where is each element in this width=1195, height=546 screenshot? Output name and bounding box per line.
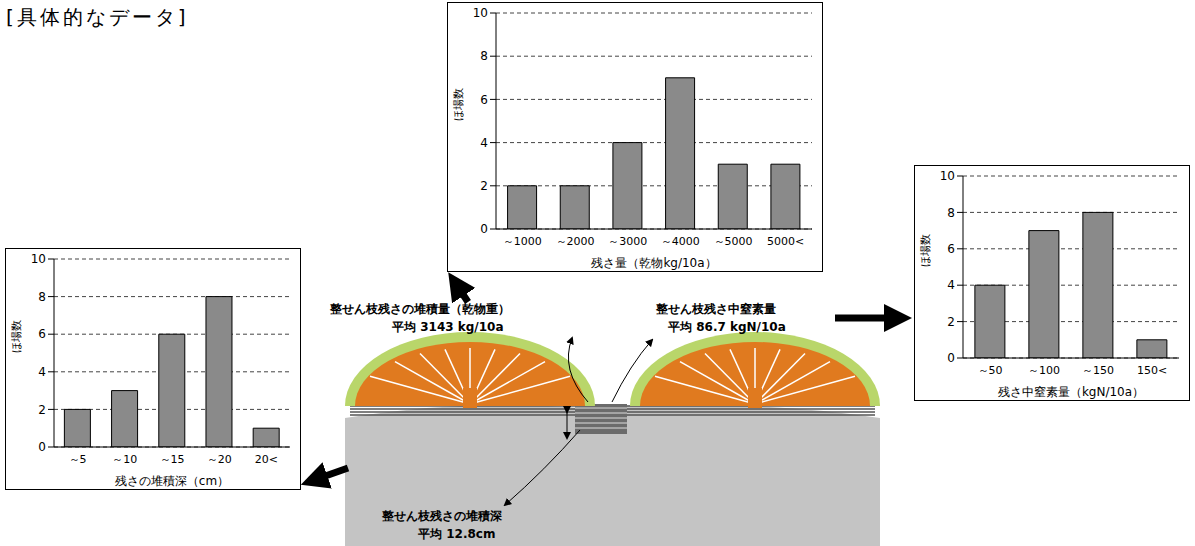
- svg-text:2: 2: [480, 179, 488, 193]
- svg-text:～2000: ～2000: [556, 235, 595, 248]
- svg-text:10: 10: [940, 169, 955, 183]
- svg-text:～4000: ～4000: [661, 235, 700, 248]
- svg-text:ほ場数: ほ場数: [452, 88, 465, 121]
- svg-text:残さの堆積深（cm）: 残さの堆積深（cm）: [115, 474, 229, 488]
- svg-text:～10: ～10: [112, 453, 137, 466]
- svg-text:2: 2: [947, 315, 955, 329]
- svg-text:整せん枝残さの堆積深: 整せん枝残さの堆積深: [381, 509, 503, 523]
- svg-text:整せん枝残さの堆積量（乾物重）: 整せん枝残さの堆積量（乾物重）: [329, 302, 510, 316]
- svg-text:4: 4: [38, 365, 46, 379]
- svg-text:4: 4: [480, 136, 488, 150]
- svg-text:8: 8: [38, 290, 46, 304]
- svg-text:6: 6: [947, 242, 955, 256]
- svg-text:～20: ～20: [207, 453, 232, 466]
- svg-text:～150: ～150: [1082, 364, 1114, 377]
- svg-text:～3000: ～3000: [608, 235, 647, 248]
- svg-text:10: 10: [473, 6, 488, 20]
- svg-text:残さ量（乾物kg/10a）: 残さ量（乾物kg/10a）: [591, 256, 716, 270]
- svg-text:～15: ～15: [160, 453, 185, 466]
- svg-text:～100: ～100: [1028, 364, 1060, 377]
- svg-text:～5000: ～5000: [714, 235, 753, 248]
- svg-text:～50: ～50: [978, 364, 1003, 377]
- svg-text:10: 10: [31, 252, 46, 266]
- svg-text:4: 4: [947, 278, 955, 292]
- svg-text:0: 0: [947, 351, 955, 365]
- svg-text:6: 6: [38, 327, 46, 341]
- svg-text:0: 0: [480, 222, 488, 236]
- svg-text:0: 0: [38, 440, 46, 454]
- svg-text:2: 2: [38, 403, 46, 417]
- svg-text:8: 8: [947, 206, 955, 220]
- svg-text:平均 12.8cm: 平均 12.8cm: [417, 527, 495, 541]
- svg-text:残さ中窒素量（kgN/10a）: 残さ中窒素量（kgN/10a）: [998, 385, 1144, 399]
- svg-text:20<: 20<: [255, 453, 278, 466]
- svg-text:5000<: 5000<: [767, 235, 804, 248]
- svg-text:ほ場数: ほ場数: [10, 320, 23, 353]
- html-text:[具体的なデータ]: [具体的なデータ]: [6, 5, 189, 29]
- svg-text:6: 6: [480, 93, 488, 107]
- svg-text:平均 3143 kg/10a: 平均 3143 kg/10a: [391, 320, 504, 334]
- svg-text:平均 86.7 kgN/10a: 平均 86.7 kgN/10a: [667, 320, 786, 334]
- svg-text:150<: 150<: [1137, 364, 1167, 377]
- svg-text:整せん枝残さ中窒素量: 整せん枝残さ中窒素量: [655, 302, 776, 316]
- svg-text:～1000: ～1000: [503, 235, 542, 248]
- svg-text:8: 8: [480, 49, 488, 63]
- svg-text:ほ場数: ほ場数: [919, 234, 932, 267]
- svg-text:～5: ～5: [69, 453, 87, 466]
